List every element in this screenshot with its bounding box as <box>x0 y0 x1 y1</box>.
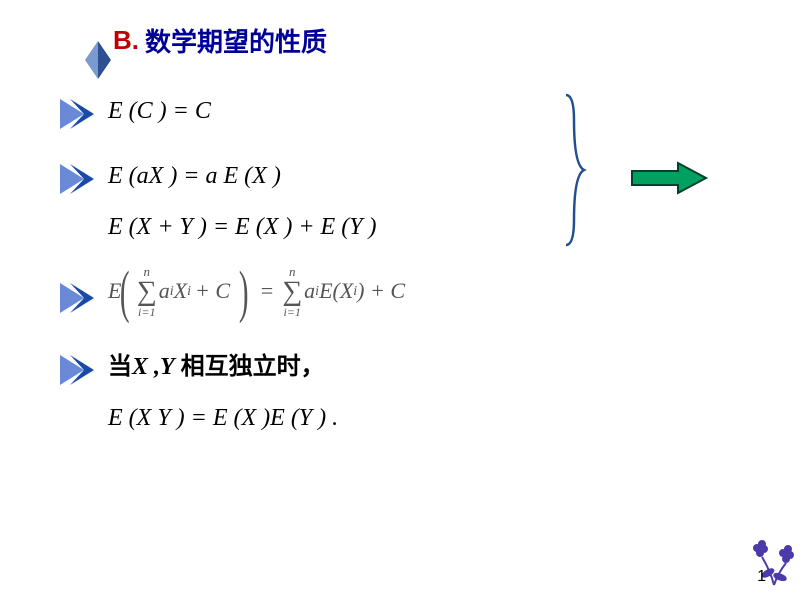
arrowhead-icon <box>60 99 96 134</box>
arrowhead-icon <box>60 283 96 318</box>
section-label: B. <box>113 25 139 56</box>
sigma-right: n ∑ i=1 <box>282 265 302 318</box>
formula-1: E (C ) = C <box>108 95 211 129</box>
formula-5: E (X Y ) = E (X )E (Y ) . <box>108 405 338 431</box>
content-area: E (C ) = C E (aX ) = a E (X ) E (X + Y )… <box>60 95 760 453</box>
arrowhead-icon <box>60 164 96 199</box>
independence-condition: 当X ,Y 相互独立时， <box>108 351 325 385</box>
sigma-left: n ∑ i=1 <box>137 265 157 318</box>
page-number: 1 <box>757 568 766 586</box>
formula-3: E (X + Y ) = E (X ) + E (Y ) <box>108 214 377 240</box>
arrowhead-icon <box>60 355 96 390</box>
curly-brace-icon <box>558 90 588 255</box>
right-arrow-icon <box>630 160 710 201</box>
formula-4-sum: E ( n ∑ i=1 ai Xi + C ) = n ∑ i=1 ai E(X… <box>108 263 405 321</box>
section-title: 数学期望的性质 <box>145 22 327 59</box>
formula-2: E (aX ) = a E (X ) <box>108 160 281 194</box>
